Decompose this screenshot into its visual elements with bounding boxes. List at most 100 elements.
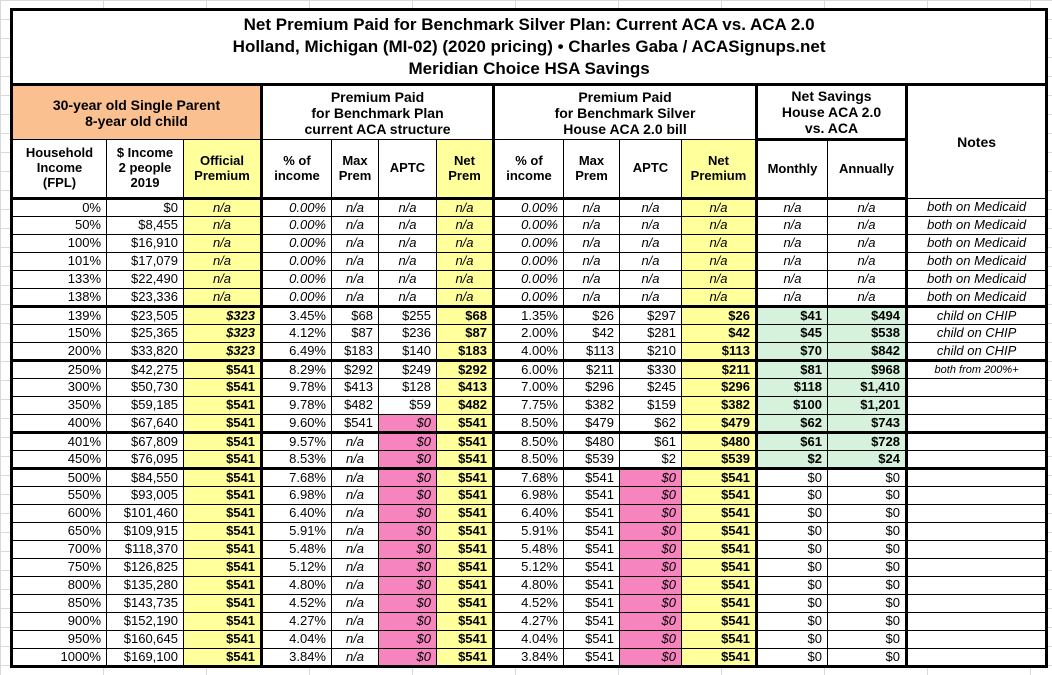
cell-aca2-net-premium: $541 [681,630,757,650]
cell-aca2-max-prem: $296 [563,378,620,398]
cell-aca2-net-premium: $541 [681,594,757,614]
cell-aca2-aptc: n/a [619,216,682,236]
cell-aca2-max-prem: $42 [563,324,620,344]
cell-savings-monthly: $0 [755,594,828,614]
table-row: 101% $17,079 n/a 0.00% n/a n/a n/a 0.00% n/a n/a n… [11,252,1048,272]
cell-aca-net-prem: $541 [436,468,494,488]
cell-notes [904,612,1048,632]
cell-income: $22,490 [106,270,184,290]
cell-fpl: 138% [11,288,107,309]
cell-notes: child on CHIP [904,306,1048,326]
cell-notes [904,594,1048,614]
cell-fpl: 450% [11,450,107,471]
cell-aca2-max-prem: $113 [563,342,620,363]
cell-income: $16,910 [106,234,184,254]
cell-savings-monthly: $0 [755,576,828,596]
cell-savings-monthly: $0 [755,486,828,506]
cell-aca-aptc: $0 [378,576,437,596]
cell-aca-aptc: $0 [378,486,437,506]
cell-savings-annually: $1,410 [827,378,907,398]
cell-income: $152,190 [106,612,184,632]
cell-aca2-max-prem: $541 [563,504,620,524]
cell-aca-max-prem: $541 [331,414,379,435]
col-header-aca-aptc: APTC [378,139,437,201]
cell-aca-pct-income: 3.84% [260,648,332,668]
cell-aca2-net-premium: $211 [681,360,757,380]
table-row: 700% $118,370 $541 5.48% n/a $0 $541 5.48% $541 $… [11,540,1048,560]
cell-official-premium: $541 [183,522,262,542]
cell-notes: both from 200%+ [904,360,1048,380]
cell-aca2-aptc: $0 [619,486,682,506]
cell-notes [904,630,1048,650]
table-row: 350% $59,185 $541 9.78% $482 $59 $482 7.75% $382… [11,396,1048,416]
cell-aca-net-prem: $183 [436,342,494,363]
cell-notes [904,504,1048,524]
cell-aca2-pct-income: 1.35% [492,306,564,326]
cell-official-premium: $541 [183,414,262,435]
table-row: 138% $23,336 n/a 0.00% n/a n/a n/a 0.00% n/a n/a n… [11,288,1048,309]
cell-income: $0 [106,198,184,218]
cell-aca-aptc: $140 [378,342,437,363]
cell-aca-pct-income: 6.98% [260,486,332,506]
cell-aca-pct-income: 7.68% [260,468,332,488]
table-row: 1000% $169,100 $541 3.84% n/a $0 $541 3.84% $541… [11,648,1048,668]
cell-aca-max-prem: n/a [331,648,379,668]
cell-savings-annually: $538 [827,324,907,344]
cell-official-premium: n/a [183,252,262,272]
table-row: 400% $67,640 $541 9.60% $541 $0 $541 8.50% $479 $… [11,414,1048,435]
cell-aca-pct-income: 0.00% [260,216,332,236]
spreadsheet: Net Premium Paid for Benchmark Silver Pl… [10,8,1049,669]
cell-savings-monthly: $100 [755,396,828,416]
cell-aca2-net-premium: n/a [681,270,757,290]
table-row: 200% $33,820 $323 6.49% $183 $140 $183 4.00% $11… [11,342,1048,363]
cell-aca-pct-income: 9.57% [260,432,332,452]
table-row: 300% $50,730 $541 9.78% $413 $128 $413 7.00% $29… [11,378,1048,398]
table-body: 0% $0 n/a 0.00% n/a n/a n/a 0.00% n/a n/a n/a n/a n/… [11,198,1048,668]
cell-savings-annually: n/a [827,270,907,290]
table-row: 900% $152,190 $541 4.27% n/a $0 $541 4.27% $541 $… [11,612,1048,632]
cell-savings-annually: $728 [827,432,907,452]
cell-aca-net-prem: $541 [436,432,494,452]
cell-aca2-pct-income: 4.00% [492,342,564,363]
cell-aca-pct-income: 5.48% [260,540,332,560]
cell-aca2-pct-income: 2.00% [492,324,564,344]
cell-aca2-aptc: $210 [619,342,682,363]
cell-aca-max-prem: n/a [331,252,379,272]
cell-aca2-aptc: $0 [619,648,682,668]
cell-notes [904,414,1048,435]
cell-aca-max-prem: n/a [331,504,379,524]
cell-aca2-aptc: $159 [619,396,682,416]
cell-aca-pct-income: 9.78% [260,396,332,416]
cell-official-premium: $541 [183,378,262,398]
cell-aca-aptc: n/a [378,252,437,272]
cell-aca-net-prem: $541 [436,630,494,650]
cell-aca2-max-prem: $541 [563,468,620,488]
cell-aca2-aptc: $0 [619,576,682,596]
title-line-3: Meridian Choice HSA Savings [408,59,650,79]
cell-aca-net-prem: n/a [436,234,494,254]
cell-aca-max-prem: n/a [331,594,379,614]
cell-fpl: 300% [11,378,107,398]
cell-aca-net-prem: $541 [436,414,494,435]
cell-aca2-max-prem: $211 [563,360,620,380]
cell-aca2-pct-income: 4.27% [492,612,564,632]
cell-aca-net-prem: $413 [436,378,494,398]
cell-aca2-max-prem: $541 [563,648,620,668]
cell-aca2-net-premium: $541 [681,540,757,560]
cell-notes [904,432,1048,452]
cell-official-premium: $541 [183,594,262,614]
title-line-1: Net Premium Paid for Benchmark Silver Pl… [243,15,815,34]
col-header-aca2-net-premium: Net Premium [681,139,757,201]
cell-aca2-net-premium: $541 [681,612,757,632]
cell-fpl: 700% [11,540,107,560]
cell-aca2-net-premium: $296 [681,378,757,398]
cell-official-premium: n/a [183,234,262,254]
cell-savings-annually: $0 [827,468,907,488]
cell-fpl: 250% [11,360,107,380]
cell-official-premium: $541 [183,612,262,632]
cell-aca-max-prem: n/a [331,216,379,236]
cell-savings-monthly: $0 [755,504,828,524]
cell-aca-aptc: n/a [378,234,437,254]
cell-aca2-pct-income: 0.00% [492,270,564,290]
premium-comparison-table: Net Premium Paid for Benchmark Silver Pl… [10,8,1049,669]
